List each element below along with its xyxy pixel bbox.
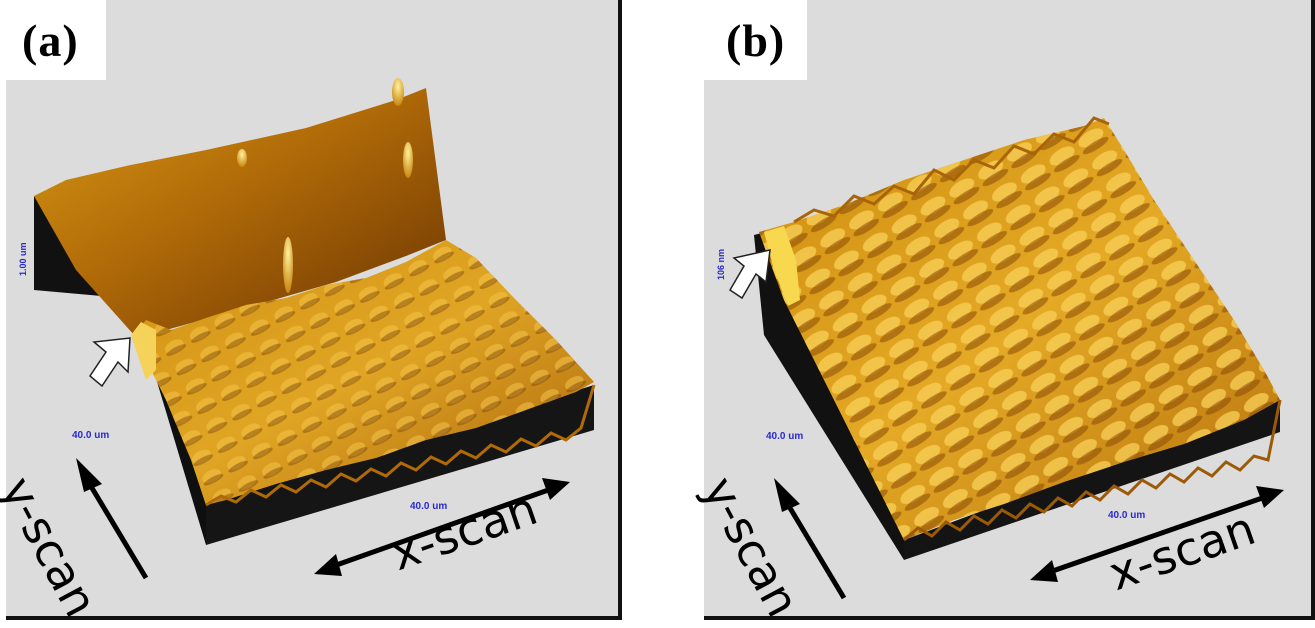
panel-letter: (b) bbox=[726, 15, 786, 66]
y-size-label: 40.0 um bbox=[766, 431, 804, 442]
panel-letter: (a) bbox=[22, 15, 79, 66]
panel-label-box: (b) bbox=[704, 0, 807, 80]
x-scan-arrow-b bbox=[1030, 486, 1284, 582]
y-scan-arrow-a bbox=[76, 458, 149, 580]
panel-a: (a) 1.00 um 40.0 um 40.0 um y-scan x-sca… bbox=[0, 0, 622, 625]
afm-surface-a bbox=[34, 78, 596, 580]
z-scale-label: 1.00 um bbox=[18, 242, 28, 276]
x-size-label: 40.0 um bbox=[410, 501, 448, 512]
marker-arrow-b bbox=[728, 249, 771, 300]
marker-arrow-a bbox=[89, 337, 131, 388]
z-scale-label: 106 nm bbox=[716, 248, 726, 280]
panel-label-box: (a) bbox=[6, 0, 106, 80]
y-size-label: 40.0 um bbox=[72, 430, 110, 441]
panel-b: (b) 106 nm 40.0 um 40.0 um y-scan x-scan bbox=[692, 0, 1315, 625]
x-scan-arrow-a bbox=[314, 478, 570, 576]
afm-surface-b bbox=[728, 116, 1284, 600]
y-scan-arrow-b bbox=[774, 478, 847, 600]
x-size-label: 40.0 um bbox=[1108, 510, 1146, 521]
